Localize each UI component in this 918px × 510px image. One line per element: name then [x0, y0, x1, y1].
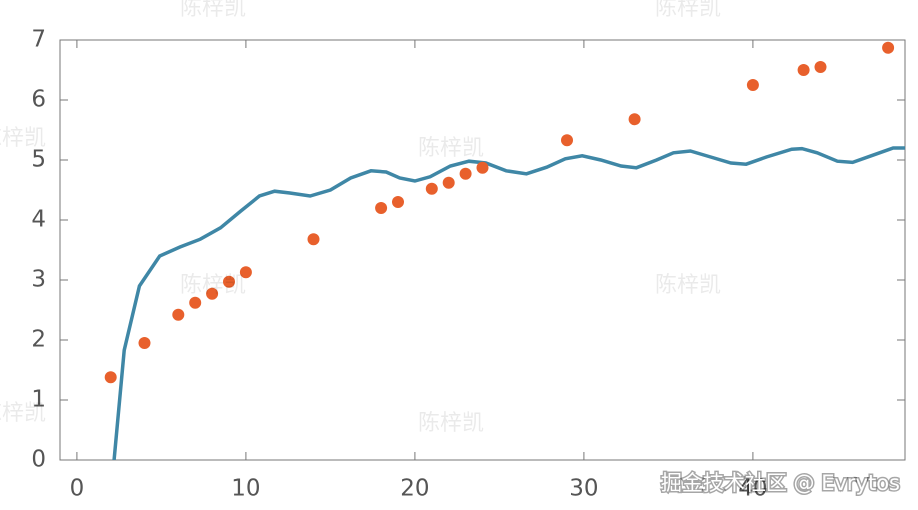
- data-point: [392, 196, 404, 208]
- y-tick-label: 1: [31, 387, 46, 413]
- data-point: [561, 134, 573, 147]
- y-tick-label: 2: [31, 327, 46, 353]
- data-point: [882, 41, 895, 54]
- watermark: 陈梓凯: [418, 136, 484, 161]
- data-point: [172, 308, 185, 321]
- data-point: [138, 337, 151, 349]
- watermark: 陈梓凯: [655, 273, 721, 298]
- y-tick-label: 4: [31, 207, 46, 233]
- data-point: [476, 161, 489, 174]
- watermark: 陈梓凯: [0, 126, 46, 151]
- x-tick-label: 40: [738, 476, 767, 502]
- data-point: [239, 266, 252, 279]
- watermark: 陈梓凯: [655, 0, 721, 21]
- data-point: [375, 202, 388, 214]
- watermark: 陈梓凯: [180, 0, 246, 21]
- data-point: [189, 296, 202, 309]
- data-point: [746, 79, 759, 91]
- data-point: [425, 182, 438, 195]
- x-tick-label: 20: [400, 476, 429, 502]
- credit: 掘金技术社区 @ Evrytos: [661, 471, 900, 495]
- data-point: [206, 287, 219, 300]
- data-point: [459, 167, 472, 180]
- y-tick-label: 7: [31, 27, 46, 53]
- fit-line: [112, 146, 905, 460]
- data-point: [628, 113, 641, 126]
- data-point: [797, 64, 810, 76]
- y-tick-label: 3: [31, 267, 46, 293]
- y-tick-label: 5: [31, 147, 46, 173]
- watermark: 陈梓凯: [180, 273, 246, 298]
- data-point: [814, 61, 827, 73]
- data-point: [104, 371, 117, 384]
- data-point: [223, 275, 235, 288]
- x-tick-label: 0: [70, 476, 85, 502]
- watermark: 陈梓凯: [418, 411, 484, 436]
- x-tick-label: 30: [569, 476, 598, 502]
- watermark: 陈梓凯: [0, 401, 46, 426]
- plot-frame: [59, 39, 906, 461]
- data-point: [442, 176, 455, 189]
- y-tick-label: 6: [31, 87, 46, 113]
- data-point: [307, 233, 320, 246]
- x-tick-label: 10: [231, 476, 260, 502]
- y-tick-label: 0: [31, 447, 46, 473]
